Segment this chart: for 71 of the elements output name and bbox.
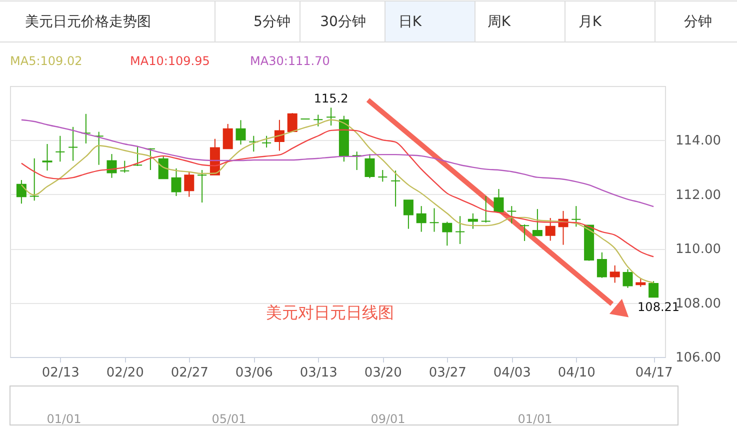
annotation: 美元对日元日线图 <box>266 303 394 322</box>
candlestick <box>648 280 659 298</box>
chart-title: 美元日元价格走势图 <box>25 14 151 30</box>
text: 09/01 <box>370 412 406 426</box>
annotation: 115.2 <box>314 92 348 106</box>
candlestick <box>403 200 414 230</box>
text: MA30:111.70 <box>250 54 330 68</box>
candlestick <box>171 168 182 197</box>
candlestick <box>571 206 582 228</box>
candlestick <box>222 123 233 150</box>
candlestick <box>262 135 272 148</box>
candlestick <box>94 131 104 166</box>
text: MA5:109.02 <box>10 54 82 68</box>
candlestick <box>158 155 168 180</box>
candlestick <box>55 135 66 162</box>
candlestick <box>480 196 491 224</box>
y-tick-label: 112.00 <box>676 188 721 203</box>
candlestick <box>29 158 40 202</box>
y-tick-label: 110.00 <box>676 242 721 258</box>
text: 月K <box>578 14 602 30</box>
x-tick-label: 03/20 <box>364 366 402 380</box>
y-tick-label: 106.00 <box>676 350 721 366</box>
x-tick-label: 03/06 <box>235 366 273 380</box>
candlestick <box>352 151 362 171</box>
candlestick <box>326 107 336 126</box>
candlestick <box>494 188 504 212</box>
candlestick <box>545 217 556 242</box>
candlestick <box>455 216 466 244</box>
x-tick-label: 02/27 <box>170 366 208 380</box>
x-tick-label: 03/27 <box>428 366 466 380</box>
y-tick-label: 114.00 <box>676 134 721 149</box>
x-tick-label: 04/10 <box>558 366 596 380</box>
candlestick <box>442 221 452 246</box>
text: 30分钟 <box>320 14 366 30</box>
candlestick <box>16 180 26 204</box>
candlestick <box>364 154 375 179</box>
candlestick <box>313 114 324 127</box>
candlestick <box>390 170 401 208</box>
candlestick <box>520 224 530 242</box>
candlestick <box>197 170 208 204</box>
candlestick <box>429 208 440 232</box>
text: 01/01 <box>518 412 552 426</box>
text: 周K <box>487 14 512 30</box>
candlestick <box>236 120 246 146</box>
candlestick <box>416 206 426 232</box>
x-tick-label: 04/17 <box>635 366 673 380</box>
x-tick-label: 03/13 <box>300 366 338 380</box>
candlestick <box>42 143 52 172</box>
candlestick <box>184 171 194 198</box>
candlestick <box>287 112 298 132</box>
candlestick <box>622 268 633 288</box>
x-tick-label: 04/03 <box>493 366 531 380</box>
text: 5分钟 <box>254 14 290 30</box>
candlestick <box>274 119 284 152</box>
candlestick <box>596 252 607 278</box>
candlestick <box>132 145 143 166</box>
text: 日K <box>398 14 422 30</box>
x-tick-label: 02/20 <box>106 366 144 380</box>
candlestick <box>378 170 388 182</box>
candlestick <box>120 160 130 174</box>
text: 01/01 <box>46 412 82 426</box>
x-tick-label: 02/13 <box>42 366 80 380</box>
candlestick <box>532 208 542 236</box>
text: MA10:109.95 <box>130 54 210 68</box>
line-series <box>20 129 654 258</box>
candlestick <box>68 126 78 162</box>
candlestick <box>506 206 517 224</box>
candlestick <box>610 264 620 284</box>
line-series <box>20 119 654 208</box>
text: 05/01 <box>212 412 246 426</box>
text: 分钟 <box>684 14 712 30</box>
